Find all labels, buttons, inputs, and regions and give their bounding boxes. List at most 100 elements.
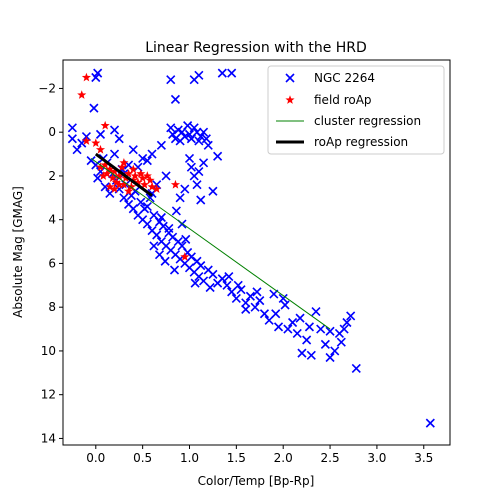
data-point	[114, 134, 124, 144]
data-point	[184, 153, 195, 164]
data-point	[231, 293, 241, 304]
legend-marker-field-roap	[285, 95, 295, 104]
data-point	[241, 304, 251, 314]
y-tick-label: 10	[41, 344, 56, 358]
data-point	[192, 180, 202, 190]
data-point	[233, 280, 243, 290]
data-point	[145, 175, 155, 185]
data-point	[283, 324, 293, 334]
data-point	[124, 168, 134, 178]
data-point	[196, 131, 206, 142]
data-point	[109, 184, 120, 193]
data-point	[213, 151, 223, 161]
series-ngc2264	[67, 68, 435, 428]
data-point	[147, 149, 157, 159]
data-point	[186, 162, 196, 172]
data-point	[124, 186, 134, 196]
data-point	[67, 123, 77, 133]
data-point	[91, 138, 101, 148]
data-point	[224, 271, 234, 282]
plot-area	[67, 68, 435, 428]
data-point	[95, 162, 106, 172]
data-point	[133, 177, 143, 187]
data-point	[194, 70, 204, 80]
data-point	[273, 322, 284, 332]
data-point	[114, 179, 124, 189]
data-point	[271, 309, 281, 319]
data-point	[95, 129, 106, 139]
y-tick-label: 14	[41, 431, 56, 445]
data-point	[149, 241, 159, 251]
data-point	[93, 68, 103, 78]
data-point	[109, 125, 120, 135]
chart-title: Linear Regression with the HRD	[145, 40, 367, 56]
data-point	[295, 313, 305, 323]
data-point	[181, 234, 191, 244]
data-point	[169, 265, 180, 275]
cluster-regression-line	[90, 158, 331, 330]
x-tick-label: 3.0	[367, 451, 386, 465]
data-point	[95, 144, 106, 154]
data-point	[201, 134, 211, 144]
data-point	[250, 302, 260, 312]
data-point	[342, 317, 352, 328]
data-point	[138, 153, 148, 164]
data-point	[72, 145, 82, 155]
data-point	[164, 223, 174, 234]
y-tick-label: 2	[48, 169, 56, 183]
data-point	[425, 418, 435, 428]
data-point	[117, 162, 127, 172]
data-point	[183, 121, 193, 131]
x-tick-label: 0.5	[133, 451, 152, 465]
data-point	[339, 324, 349, 334]
data-point	[67, 134, 77, 144]
legend-box	[267, 65, 445, 155]
data-point	[196, 261, 206, 271]
data-point	[142, 171, 152, 180]
data-point	[304, 322, 315, 332]
data-point	[138, 173, 148, 183]
data-point	[109, 166, 120, 176]
data-point	[203, 140, 213, 150]
data-point	[119, 158, 129, 167]
data-point	[130, 171, 140, 180]
data-point	[105, 164, 115, 174]
data-point	[156, 140, 166, 150]
y-tick-label: 8	[48, 300, 56, 314]
data-point	[217, 68, 227, 78]
data-point	[166, 123, 176, 133]
data-point	[81, 72, 91, 82]
data-point	[194, 166, 204, 177]
data-point	[292, 328, 302, 339]
x-axis: 0.0 0.5 1.0 1.5 2.0 2.5 3.0 3.5	[86, 445, 433, 465]
data-point	[175, 193, 185, 203]
x-tick-label: 2.5	[321, 451, 340, 465]
data-point	[128, 204, 138, 214]
data-point	[278, 293, 288, 304]
data-point	[77, 90, 87, 99]
data-point	[136, 197, 146, 207]
legend-label-cluster-regression: cluster regression	[314, 114, 421, 128]
data-point	[255, 296, 265, 306]
data-point	[128, 164, 138, 174]
data-point	[241, 298, 251, 308]
y-tick-label: 4	[48, 213, 56, 227]
data-point	[142, 201, 152, 212]
data-point	[160, 256, 170, 266]
data-point	[245, 291, 255, 301]
data-point	[142, 156, 152, 166]
data-point	[100, 160, 110, 169]
data-point	[109, 149, 120, 159]
data-point	[126, 182, 136, 191]
data-point	[128, 145, 138, 155]
legend-marker-ngc2264	[285, 73, 295, 83]
data-point	[198, 127, 209, 137]
y-tick-label: −2	[38, 81, 56, 95]
data-point	[252, 287, 262, 297]
data-point	[81, 136, 91, 145]
data-point	[351, 363, 361, 374]
data-point	[208, 269, 218, 279]
data-point	[168, 129, 178, 139]
y-axis: −2 0 2 4 6 8 10 12 14	[38, 81, 63, 445]
data-point	[302, 335, 312, 345]
